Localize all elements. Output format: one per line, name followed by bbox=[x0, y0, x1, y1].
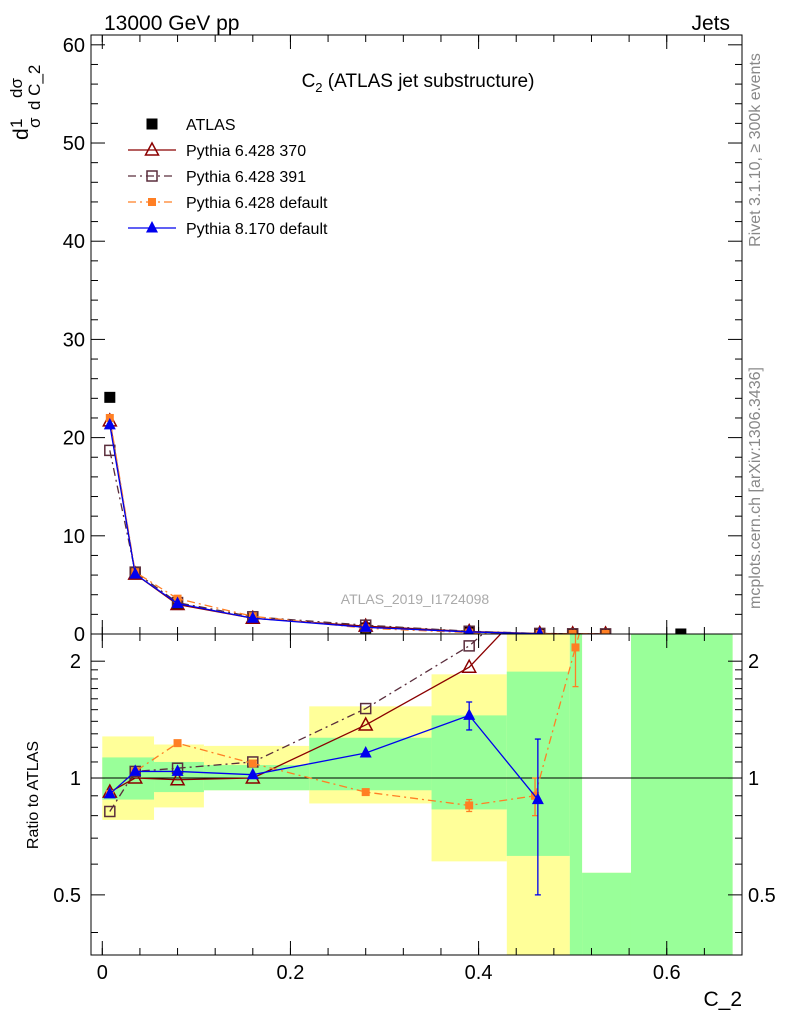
y-tick-label-lower-right: 0.5 bbox=[748, 885, 776, 907]
x-axis-label: C_2 bbox=[703, 988, 742, 1011]
x-tick-label: 0.2 bbox=[277, 962, 305, 984]
ratio-point-p391 bbox=[104, 805, 116, 818]
ratio-point-p8def bbox=[103, 786, 116, 799]
uncertainty-band-green bbox=[309, 737, 432, 791]
y-label-num2: dσ bbox=[7, 78, 26, 98]
ratio-point-p391 bbox=[463, 640, 475, 652]
legend-label-p370: Pythia 6.428 370 bbox=[186, 143, 306, 160]
ratio-panel: 0.5 0.5 1 1 2 2 0 0.2 0.4 0.6 bbox=[53, 633, 776, 984]
data-point-p8def bbox=[171, 596, 184, 609]
legend-marker-p391 bbox=[146, 170, 158, 182]
y-tick-label-lower-right: 2 bbox=[748, 651, 759, 673]
x-tick-label: 0.4 bbox=[465, 962, 493, 984]
legend-marker-p6def bbox=[148, 198, 156, 206]
header-left: 13000 GeV pp bbox=[104, 12, 239, 35]
y-tick-label-upper: 0 bbox=[74, 624, 85, 646]
legend-label-p8def: Pythia 8.170 default bbox=[186, 221, 328, 238]
legend-entry-p8def: Pythia 8.170 default bbox=[128, 221, 328, 238]
legend-entry-p370: Pythia 6.428 370 bbox=[128, 141, 306, 160]
side-label-rivet: Rivet 3.1.10, ≥ 300k events bbox=[747, 53, 764, 247]
legend-entry-p391: Pythia 6.428 391 bbox=[128, 169, 306, 186]
ratio-point-p6def bbox=[465, 801, 474, 810]
ratio-point-p6def bbox=[173, 739, 182, 748]
y-tick-label-upper: 30 bbox=[63, 329, 85, 351]
legend-label-p391: Pythia 6.428 391 bbox=[186, 169, 306, 186]
ratio-point-p370 bbox=[461, 658, 477, 673]
y-tick-label-lower: 0.5 bbox=[53, 885, 81, 907]
legend-label-atlas: ATLAS bbox=[186, 117, 236, 134]
legend-entry-p6def: Pythia 6.428 default bbox=[128, 195, 328, 212]
y-axis-label-upper: d 1 σ dσ d C_2 bbox=[7, 65, 44, 140]
data-point-p6def bbox=[601, 629, 610, 634]
uncertainty-band-green bbox=[630, 634, 733, 955]
data-point-p8def bbox=[103, 417, 116, 430]
y-tick-label-upper: 60 bbox=[63, 35, 85, 57]
upper-panel: 0 10 20 30 40 50 60 bbox=[63, 34, 743, 646]
y-label-den2: d C_2 bbox=[25, 65, 44, 110]
y-label-den1: σ bbox=[25, 117, 44, 128]
y-label-num1b: 1 bbox=[7, 119, 26, 128]
legend: ATLAS Pythia 6.428 370 Pythia 6.428 391 Pyt… bbox=[128, 117, 328, 238]
ratio-series-p8def bbox=[103, 701, 544, 896]
legend-marker-atlas bbox=[146, 118, 158, 130]
y-tick-label-upper: 40 bbox=[63, 231, 85, 253]
side-label-mcplots: mcplots.cern.ch [arXiv:1306.3436] bbox=[747, 367, 764, 609]
watermark: ATLAS_2019_I1724098 bbox=[341, 591, 490, 607]
ratio-point-p370 bbox=[169, 771, 186, 786]
header-right: Jets bbox=[691, 12, 730, 35]
legend-label-p6def: Pythia 6.428 default bbox=[186, 195, 328, 212]
y-tick-label-lower: 2 bbox=[70, 651, 81, 673]
ratio-line-p6def bbox=[109, 634, 580, 807]
data-point-p8def bbox=[359, 620, 372, 632]
data-point-p8def bbox=[535, 626, 544, 634]
y-label-num1: d bbox=[10, 128, 33, 140]
ratio-content bbox=[91, 634, 742, 955]
data-point-p8def bbox=[464, 624, 474, 634]
y-tick-label-upper: 20 bbox=[63, 428, 85, 450]
y-tick-label-upper: 50 bbox=[63, 133, 85, 155]
ratio-frame bbox=[90, 633, 743, 956]
ratio-point-p6def bbox=[361, 788, 370, 797]
data-point-p6def bbox=[568, 629, 577, 634]
ratio-point-p6def bbox=[571, 643, 580, 652]
data-point-p8def bbox=[246, 611, 259, 623]
ratio-point-p8def bbox=[246, 767, 259, 780]
data-point-atlas bbox=[104, 391, 116, 403]
legend-marker-p8def bbox=[146, 221, 158, 233]
ratio-point-p8def bbox=[463, 708, 476, 720]
x-tick-label: 0 bbox=[97, 962, 108, 984]
ratio-point-p8def bbox=[359, 746, 372, 758]
uncertainty-band-green bbox=[431, 715, 507, 810]
ratio-point-p8def bbox=[129, 764, 142, 776]
uncertainty-band-green bbox=[569, 634, 583, 955]
chart-title: C2 (ATLAS jet substructure) bbox=[302, 71, 535, 95]
data-point-atlas bbox=[675, 628, 687, 634]
uncertainty-band-green bbox=[582, 872, 631, 955]
y-tick-label-upper: 10 bbox=[63, 526, 85, 548]
ratio-point-p8def bbox=[171, 764, 184, 776]
ratio-point-p8def bbox=[531, 792, 544, 805]
series-p8def bbox=[103, 417, 544, 634]
ratio-point-p370 bbox=[357, 716, 374, 731]
legend-marker-p370 bbox=[144, 141, 160, 156]
ratio-point-p6def bbox=[248, 759, 257, 768]
y-tick-label-lower-right: 1 bbox=[748, 768, 759, 790]
data-point-p8def bbox=[129, 567, 142, 579]
ratio-point-p391 bbox=[359, 702, 372, 715]
y-tick-label-lower: 1 bbox=[70, 768, 81, 790]
uncertainty-band-green bbox=[154, 761, 204, 793]
x-tick-label: 0.6 bbox=[653, 962, 681, 984]
y-axis-label-lower: Ratio to ATLAS bbox=[25, 741, 42, 849]
legend-entry-atlas: ATLAS bbox=[146, 117, 236, 134]
